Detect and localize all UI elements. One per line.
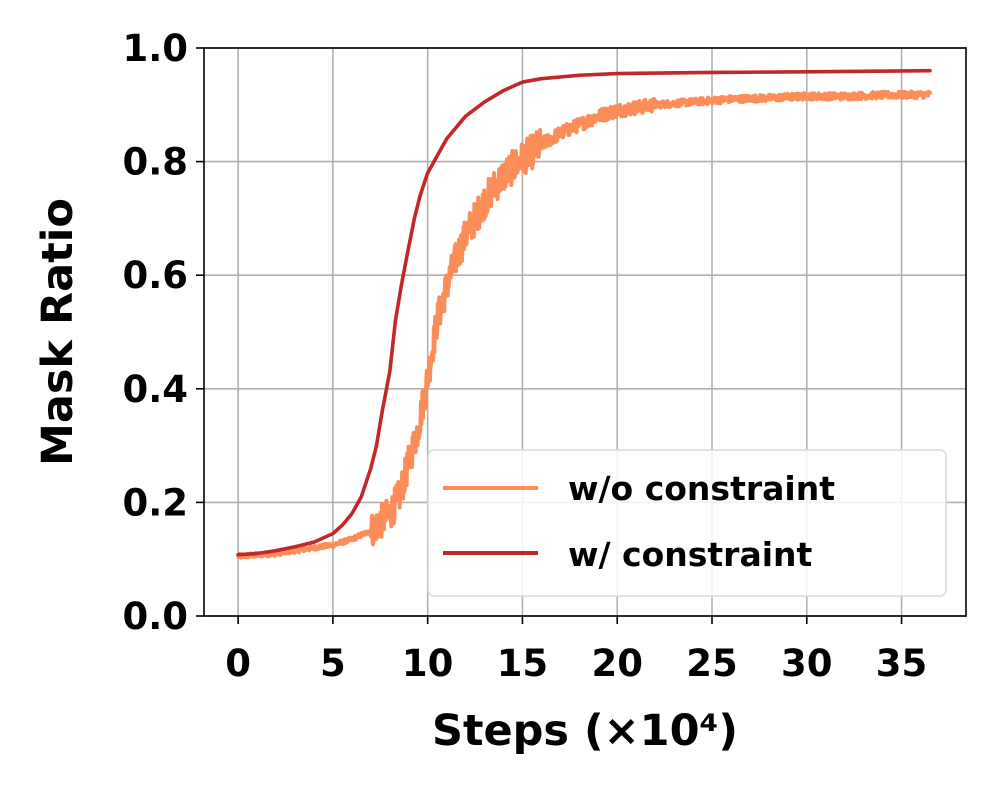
y-tick-label: 0.6: [122, 254, 188, 297]
legend-box: [427, 449, 947, 597]
plot-frame: [203, 47, 967, 617]
tick-layer: [196, 47, 903, 624]
x-axis-label: Steps (×10⁴): [432, 706, 738, 756]
y-tick-label: 0.2: [122, 481, 188, 524]
y-tick-label: 0.4: [122, 368, 188, 411]
y-tick-label: 1.0: [122, 27, 188, 70]
y-axis-label: Mask Ratio: [33, 198, 83, 466]
series-line-wo-constraint: [236, 89, 932, 560]
x-tick-label: 30: [781, 642, 833, 685]
x-tick-label: 0: [225, 642, 251, 685]
y-tick-labels: 0.0 0.2 0.4 0.6 0.8 1.0: [122, 27, 188, 638]
legend: w/o constraint w/ constraint: [427, 449, 947, 597]
x-tick-label: 20: [591, 642, 643, 685]
legend-label-wo-constraint: w/o constraint: [568, 469, 835, 508]
x-tick-label: 5: [320, 642, 346, 685]
x-tick-label: 35: [876, 642, 928, 685]
x-tick-labels: 0 5 10 15 20 25 30 35: [225, 642, 927, 685]
series-layer: [236, 68, 932, 560]
x-tick-label: 15: [497, 642, 549, 685]
legend-label-w-constraint: w/ constraint: [568, 535, 813, 574]
series-line-w-constraint: [236, 68, 932, 557]
y-tick-label: 0.8: [122, 141, 188, 184]
x-tick-label: 10: [402, 642, 454, 685]
x-tick-label: 25: [686, 642, 738, 685]
y-tick-label: 0.0: [122, 595, 188, 638]
